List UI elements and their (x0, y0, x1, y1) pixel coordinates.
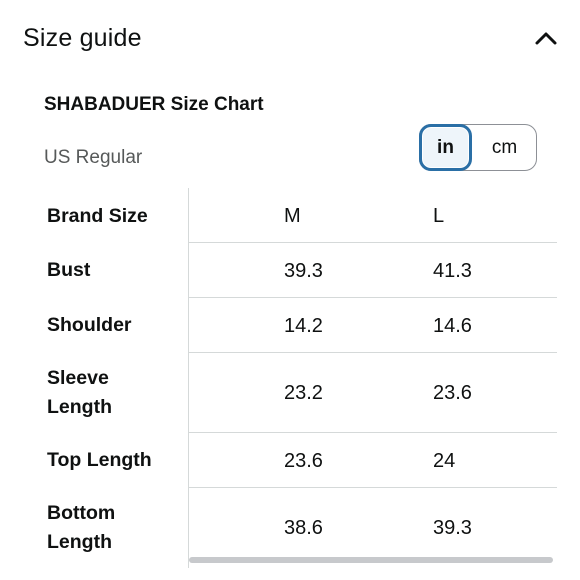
row-divider (189, 352, 557, 353)
row-divider (189, 297, 557, 298)
row-divider (189, 432, 557, 433)
unit-in-button[interactable]: in (419, 124, 472, 171)
unit-in-label: in (437, 136, 454, 158)
row-divider (189, 487, 557, 488)
table-cell: 23.2 (284, 382, 323, 404)
page-title: Size guide (23, 24, 142, 52)
table-cell: 24 (433, 450, 456, 472)
row-label-top-length: Top Length (47, 449, 152, 471)
row-label-shoulder: Shoulder (47, 314, 132, 336)
row-label-bottom: Bottom (47, 502, 116, 524)
table-cell: 39.3 (284, 260, 323, 282)
size-guide-header[interactable]: Size guide (0, 0, 580, 82)
row-label-sleeve: Sleeve (47, 367, 109, 389)
table-cell: 14.6 (433, 315, 472, 337)
table-cell: 23.6 (284, 450, 323, 472)
table-cell: 41.3 (433, 260, 472, 282)
size-header-l: L (433, 205, 445, 227)
size-region-label: US Regular (44, 147, 143, 168)
table-cell: 14.2 (284, 315, 323, 337)
table-cell: 38.6 (284, 517, 323, 539)
table-column-divider (188, 188, 189, 568)
row-divider (189, 242, 557, 243)
unit-cm-label: cm (491, 136, 518, 158)
row-label-bottom-length: Length (47, 531, 112, 553)
horizontal-scrollbar[interactable] (189, 557, 553, 563)
row-label-sleeve-length: Length (47, 396, 112, 418)
unit-toggle[interactable]: cm in (419, 124, 537, 171)
table-header-brand-size: Brand Size (47, 205, 148, 227)
table-cell: 23.6 (433, 382, 472, 404)
size-chart-title: SHABADUER Size Chart (44, 94, 264, 115)
size-header-m: M (284, 205, 301, 227)
chevron-up-icon[interactable] (533, 28, 559, 48)
table-cell: 39.3 (433, 517, 472, 539)
row-label-bust: Bust (47, 259, 91, 281)
